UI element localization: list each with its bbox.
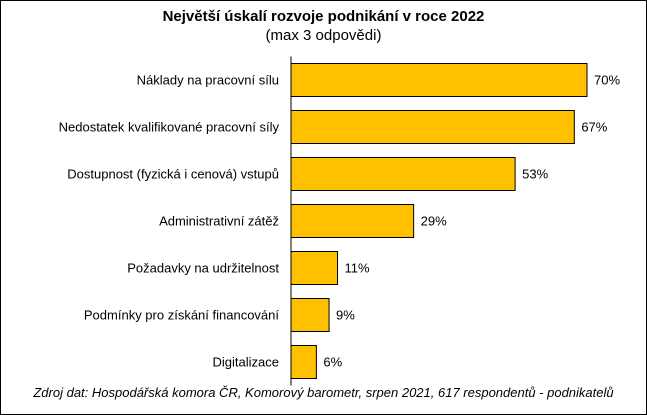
category-label: Požadavky na udržitelnost — [127, 261, 279, 276]
category-label: Podmínky pro získání financování — [84, 308, 279, 323]
value-label: 53% — [522, 167, 548, 182]
chart-title: Největší úskalí rozvoje podnikání v roce… — [162, 8, 485, 25]
category-label: Digitalizace — [213, 355, 279, 370]
category-label: Náklady na pracovní sílu — [137, 73, 279, 88]
category-label: Nedostatek kvalifikované pracovní síly — [59, 120, 280, 135]
bar — [290, 251, 339, 285]
data-source-note: Zdroj dat: Hospodářská komora ČR, Komoro… — [33, 385, 614, 400]
value-label: 11% — [345, 261, 370, 276]
bar — [290, 157, 516, 191]
bar — [290, 345, 317, 379]
value-label: 67% — [581, 120, 607, 135]
category-label: Administrativní zátěž — [159, 214, 279, 229]
bar — [290, 298, 330, 332]
value-label: 29% — [421, 214, 447, 229]
chart-subtitle: (max 3 odpovědi) — [265, 27, 382, 44]
bar — [290, 63, 588, 97]
bar — [290, 204, 415, 238]
value-label: 9% — [336, 308, 355, 323]
value-label: 70% — [594, 73, 620, 88]
value-label: 6% — [323, 355, 342, 370]
bar — [290, 110, 575, 144]
category-label: Dostupnost (fyzická i cenová) vstupů — [67, 167, 279, 182]
